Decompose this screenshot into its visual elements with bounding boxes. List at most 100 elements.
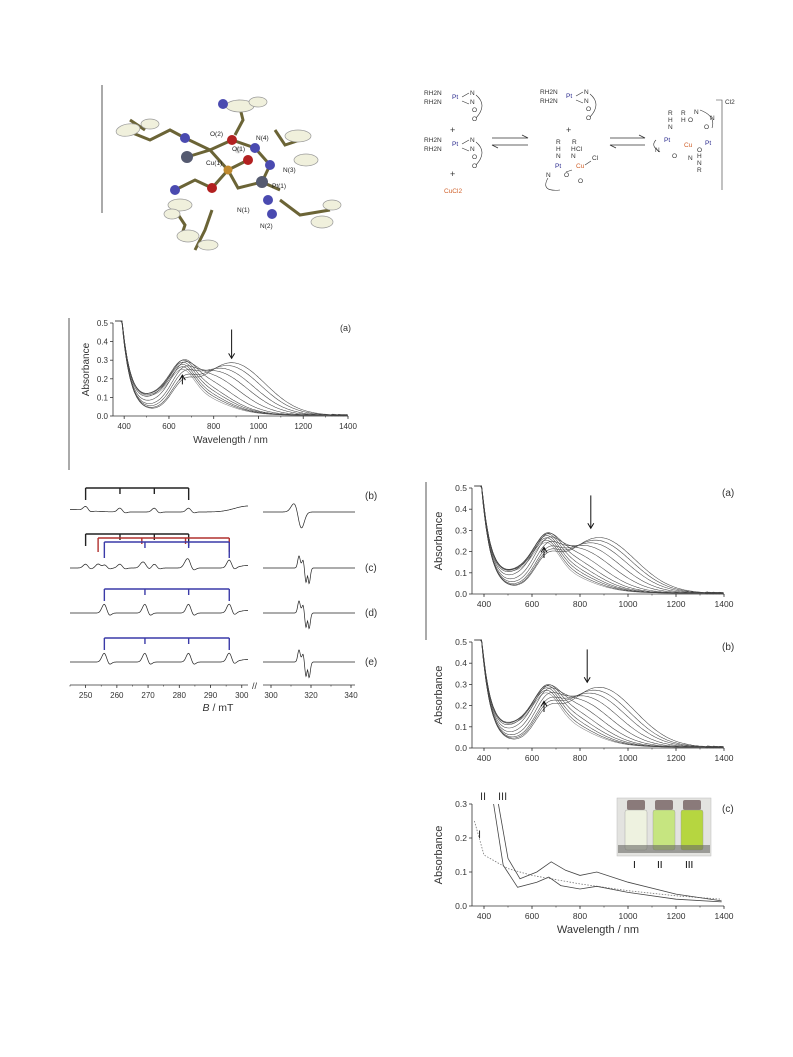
increase-arrowhead	[178, 374, 186, 381]
spectrum-series	[474, 485, 724, 595]
spectrum-series	[474, 639, 724, 749]
decrease-arrowhead	[587, 523, 595, 530]
epr-trace-perpendicular	[263, 503, 355, 529]
x-tick-label: 320	[304, 691, 318, 700]
svg-text:N: N	[688, 155, 693, 162]
svg-text:O: O	[697, 147, 702, 154]
svg-text:H: H	[697, 153, 702, 160]
svg-text:R: R	[556, 139, 561, 146]
svg-text:N: N	[584, 98, 589, 105]
svg-text:N: N	[470, 90, 475, 97]
panel-label: (c)	[722, 804, 734, 815]
svg-text:RH2N: RH2N	[424, 137, 442, 144]
y-tick-label: 0.2	[455, 701, 467, 711]
epr-trace-parallel	[70, 505, 248, 514]
svg-text:O: O	[672, 153, 677, 160]
y-tick-label: 0.4	[455, 504, 467, 514]
epr-trace-perpendicular	[263, 600, 355, 630]
atom-label: O(1)	[232, 146, 245, 153]
svg-text:RH2N: RH2N	[424, 90, 442, 97]
scheme-left-top: RH2N RH2N Pt N N O O	[424, 90, 483, 123]
axis-break: //	[252, 681, 258, 691]
vial-iii	[680, 809, 704, 851]
x-tick-label: 1200	[294, 422, 312, 431]
spectrum-series	[474, 639, 724, 749]
y-axis-label: Absorbance	[433, 826, 445, 885]
series-label: II	[480, 791, 486, 803]
spectrum-series	[474, 485, 724, 595]
svg-text:RH2N: RH2N	[424, 146, 442, 153]
svg-text:Pt: Pt	[664, 137, 670, 144]
y-tick-label: 0.5	[97, 319, 109, 328]
svg-text:Cu: Cu	[576, 163, 585, 170]
spectrum-series	[474, 485, 724, 595]
x-tick-label: 1200	[667, 599, 686, 609]
vial-label: I	[633, 860, 636, 871]
epr-trace-parallel	[70, 652, 248, 665]
svg-text:Cu: Cu	[684, 142, 693, 149]
svg-text:N: N	[470, 146, 475, 153]
vial-cap	[655, 800, 673, 810]
x-tick-label: 1400	[715, 753, 734, 763]
reaction-scheme: RH2N RH2N Pt N N O O + RH2N RH2N Pt N N …	[424, 89, 735, 195]
x-tick-label: 1400	[715, 599, 734, 609]
y-tick-label: 0.1	[455, 867, 467, 877]
svg-text:O: O	[704, 124, 709, 131]
y-tick-label: 0.3	[455, 799, 467, 809]
x-tick-label: 260	[110, 691, 124, 700]
counter-ion: Cl2	[725, 99, 735, 106]
y-tick-label: 0.4	[455, 658, 467, 668]
y-tick-label: 0.3	[455, 679, 467, 689]
x-tick-label: 300	[264, 691, 278, 700]
chart-right-uvvis-c: 0.0 0.1 0.2 0.3 400 600 800 1000 1200 1400 Absorba…	[433, 791, 734, 936]
spectrum-series	[474, 485, 724, 595]
spectrum-series	[115, 320, 348, 417]
vial-label: II	[657, 860, 663, 871]
x-axis-label: Wavelength / nm	[557, 924, 639, 936]
svg-text:O: O	[586, 106, 591, 113]
epr-trace-perpendicular	[263, 649, 355, 679]
scheme-plus: +	[450, 125, 455, 135]
increase-arrowhead	[540, 546, 548, 553]
spectrum-series	[115, 320, 348, 417]
spectrum-series	[474, 639, 724, 749]
y-tick-label: 0.2	[97, 375, 109, 384]
svg-text:O: O	[564, 172, 569, 179]
y-axis-label: Absorbance	[433, 512, 445, 571]
x-axis-label: B / mT	[203, 702, 235, 714]
y-tick-label: 0.5	[455, 637, 467, 647]
spectrum-series	[474, 485, 724, 595]
spectrum-series	[474, 639, 724, 749]
scheme-plus: +	[450, 169, 455, 179]
x-tick-label: 1000	[619, 599, 638, 609]
svg-text:N: N	[470, 137, 475, 144]
panel-label: (c)	[365, 563, 377, 574]
panel-label: (e)	[365, 657, 377, 668]
panel-label: (a)	[340, 323, 351, 333]
svg-text:H: H	[571, 146, 576, 153]
series-label: I	[478, 829, 481, 841]
spectrum-series	[115, 320, 348, 417]
epr-trace-perpendicular	[263, 555, 355, 585]
atom-label: O(2)	[210, 131, 223, 138]
decrease-arrowhead	[583, 677, 591, 684]
scheme-right: R H N R H O N O N Pt Cu Pt N O N O H N R…	[653, 99, 735, 190]
vial-i	[624, 809, 648, 851]
spectrum-series	[474, 485, 724, 595]
epr-trace-parallel	[70, 558, 248, 571]
svg-text:N: N	[571, 153, 576, 160]
scheme-mid-top: RH2N RH2N Pt N N O O	[540, 89, 597, 122]
y-tick-label: 0.3	[97, 356, 109, 365]
x-tick-label: 300	[235, 691, 249, 700]
y-tick-label: 0.2	[455, 547, 467, 557]
svg-text:Pt: Pt	[705, 140, 711, 147]
spectrum-series-i	[474, 820, 722, 900]
spectrum-series-ii	[493, 803, 722, 903]
x-tick-label: 280	[173, 691, 187, 700]
svg-text:N: N	[546, 172, 551, 179]
vial-cap	[627, 800, 645, 810]
equilibrium-arrow	[491, 134, 529, 149]
spectrum-series	[474, 485, 724, 595]
vial-cap	[683, 800, 701, 810]
y-tick-label: 0.0	[455, 901, 467, 911]
